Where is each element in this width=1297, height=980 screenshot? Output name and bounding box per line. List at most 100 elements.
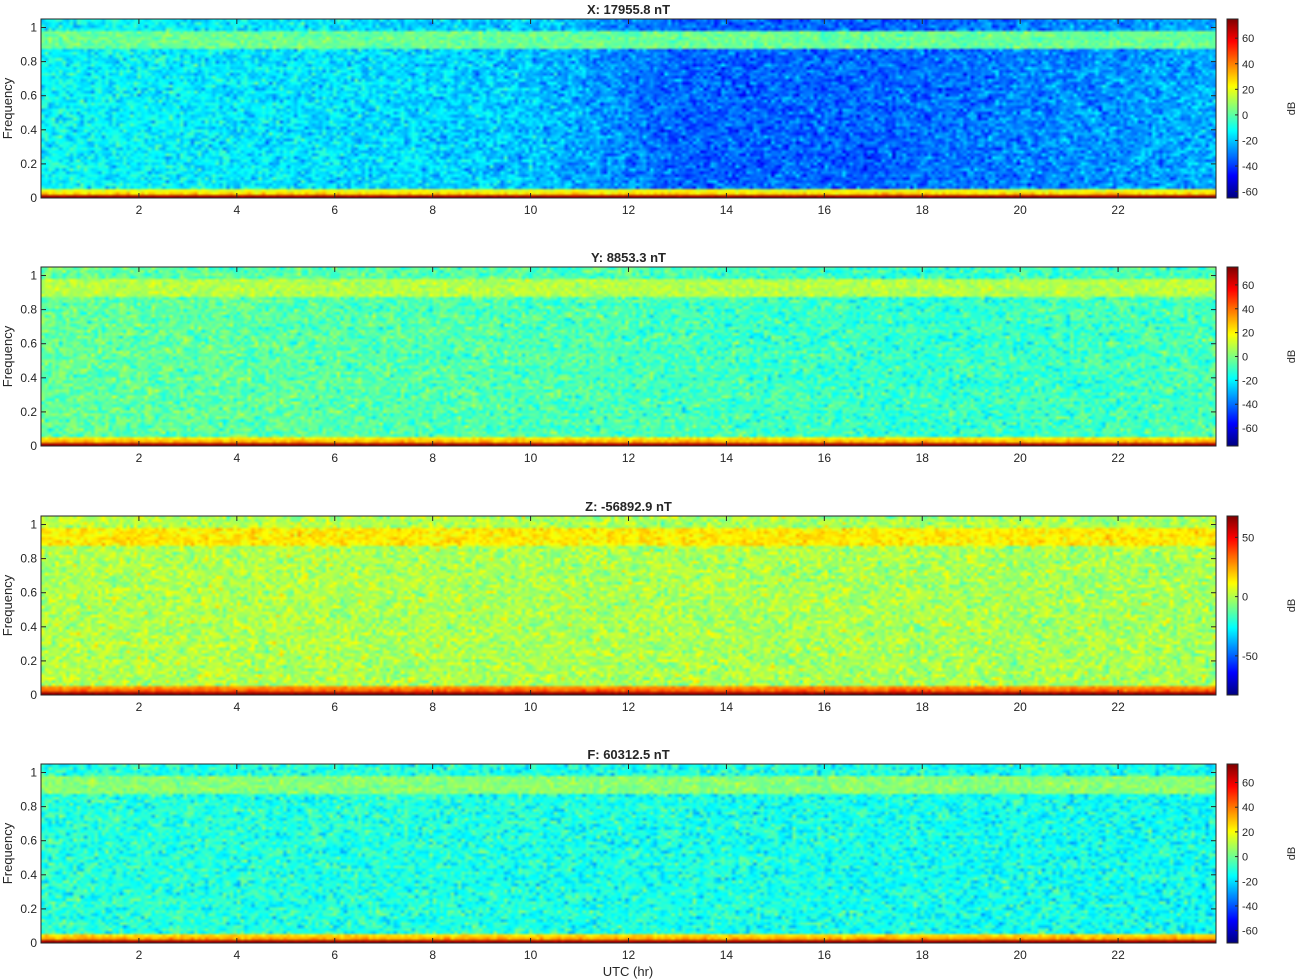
x-tick-label: 14 [720,203,734,217]
y-axis-label: Frequency [0,574,15,636]
colorbar-tick-label: -40 [1242,161,1258,173]
y-tick-label: 0.2 [20,654,37,668]
colorbar-label: dB [1286,350,1297,363]
colorbar-tick-label: -20 [1242,135,1258,147]
colorbar-tick-label: 40 [1242,304,1254,316]
y-axis-label: Frequency [0,822,15,884]
colorbar-tick-label: 60 [1242,33,1254,45]
x-tick-label: 2 [136,203,143,217]
colorbar-label: dB [1286,847,1297,860]
x-tick-label: 18 [916,451,930,465]
x-tick-label: 18 [916,948,930,962]
y-tick-label: 0.4 [20,620,37,634]
x-tick-label: 18 [916,700,930,714]
x-tick-label: 8 [429,700,436,714]
x-tick-label: 16 [818,948,832,962]
y-axis-label: Frequency [0,325,15,387]
panel-title: Z: -56892.9 nT [585,499,672,514]
y-tick-label: 0.8 [20,303,37,317]
y-tick-label: 1 [30,21,37,35]
x-tick-label: 8 [429,203,436,217]
x-axis-label: UTC (hr) [603,964,654,979]
colorbar-tick-label: 20 [1242,827,1254,839]
spectrogram-heatmap [41,764,1216,943]
spectrogram-panel: 2 4 6 8 10 12 14 16 18 20 22 0 0.2 0.4 0.6 0.8 1 Z: -5689… [0,499,1297,714]
colorbar-tick-label: 0 [1242,352,1248,364]
y-tick-label: 0.4 [20,371,37,385]
x-tick-label: 14 [720,700,734,714]
colorbar-tick-label: -60 [1242,187,1258,199]
x-tick-label: 12 [622,948,636,962]
x-tick-label: 6 [331,700,338,714]
x-tick-label: 12 [622,451,636,465]
x-tick-label: 22 [1111,451,1125,465]
x-tick-label: 22 [1111,700,1125,714]
colorbar-tick-label: 20 [1242,328,1254,340]
x-tick-label: 4 [233,948,240,962]
x-tick-label: 10 [524,451,538,465]
colorbar-tick-label: 40 [1242,59,1254,71]
colorbar-tick-label: -20 [1242,375,1258,387]
y-tick-label: 1 [30,518,37,532]
x-tick-label: 10 [524,948,538,962]
colorbar-tick-label: -40 [1242,399,1258,411]
x-tick-label: 20 [1013,948,1027,962]
x-tick-label: 4 [233,451,240,465]
spectrogram-panel: 2 4 6 8 10 12 14 16 18 20 22 0 0.2 0.4 0.6 0.8 1 Y: 8853.… [0,250,1297,465]
x-tick-label: 2 [136,700,143,714]
colorbar-tick-label: -40 [1242,901,1258,913]
colorbar-tick-label: 60 [1242,280,1254,292]
x-tick-label: 2 [136,451,143,465]
y-tick-label: 0 [30,439,37,453]
x-tick-label: 10 [524,700,538,714]
panel-title: X: 17955.8 nT [587,2,670,17]
y-tick-label: 0.6 [20,586,37,600]
x-tick-label: 8 [429,948,436,962]
x-tick-label: 8 [429,451,436,465]
x-tick-label: 12 [622,203,636,217]
colorbar-label: dB [1286,599,1297,612]
y-tick-label: 0.8 [20,55,37,69]
x-tick-label: 6 [331,203,338,217]
x-tick-label: 16 [818,451,832,465]
colorbar [1227,516,1238,695]
x-tick-label: 6 [331,451,338,465]
colorbar-tick-label: 60 [1242,778,1254,790]
x-tick-label: 14 [720,451,734,465]
colorbar-tick-label: -20 [1242,876,1258,888]
y-tick-label: 1 [30,766,37,780]
colorbar-tick-label: 50 [1242,532,1254,544]
y-tick-label: 0.8 [20,552,37,566]
x-tick-label: 18 [916,203,930,217]
colorbar [1227,764,1238,943]
colorbar [1227,267,1238,446]
y-tick-label: 0.6 [20,834,37,848]
colorbar-frame [1226,18,1239,199]
colorbar-frame [1226,515,1239,696]
y-tick-label: 1 [30,269,37,283]
y-tick-label: 0 [30,688,37,702]
colorbar-label: dB [1286,102,1297,115]
colorbar-tick-label: -60 [1242,926,1258,938]
y-tick-label: 0.2 [20,902,37,916]
y-tick-label: 0.4 [20,868,37,882]
spectrogram-heatmap [41,516,1216,695]
colorbar-tick-label: 0 [1242,592,1248,604]
x-tick-label: 10 [524,203,538,217]
x-tick-label: 22 [1111,203,1125,217]
y-tick-label: 0.6 [20,337,37,351]
colorbar-tick-label: 0 [1242,110,1248,122]
x-tick-label: 12 [622,700,636,714]
x-tick-label: 20 [1013,700,1027,714]
x-tick-label: 20 [1013,451,1027,465]
y-tick-label: 0 [30,936,37,950]
y-tick-label: 0.4 [20,123,37,137]
colorbar-tick-label: 0 [1242,852,1248,864]
y-tick-label: 0 [30,191,37,205]
spectrogram-panel: 2 4 6 8 10 12 14 16 18 20 22 0 0.2 0.4 0.6 0.8 1 F: 60312… [0,747,1297,962]
x-tick-label: 4 [233,203,240,217]
spectrogram-heatmap [41,19,1216,198]
colorbar-frame [1226,763,1239,944]
